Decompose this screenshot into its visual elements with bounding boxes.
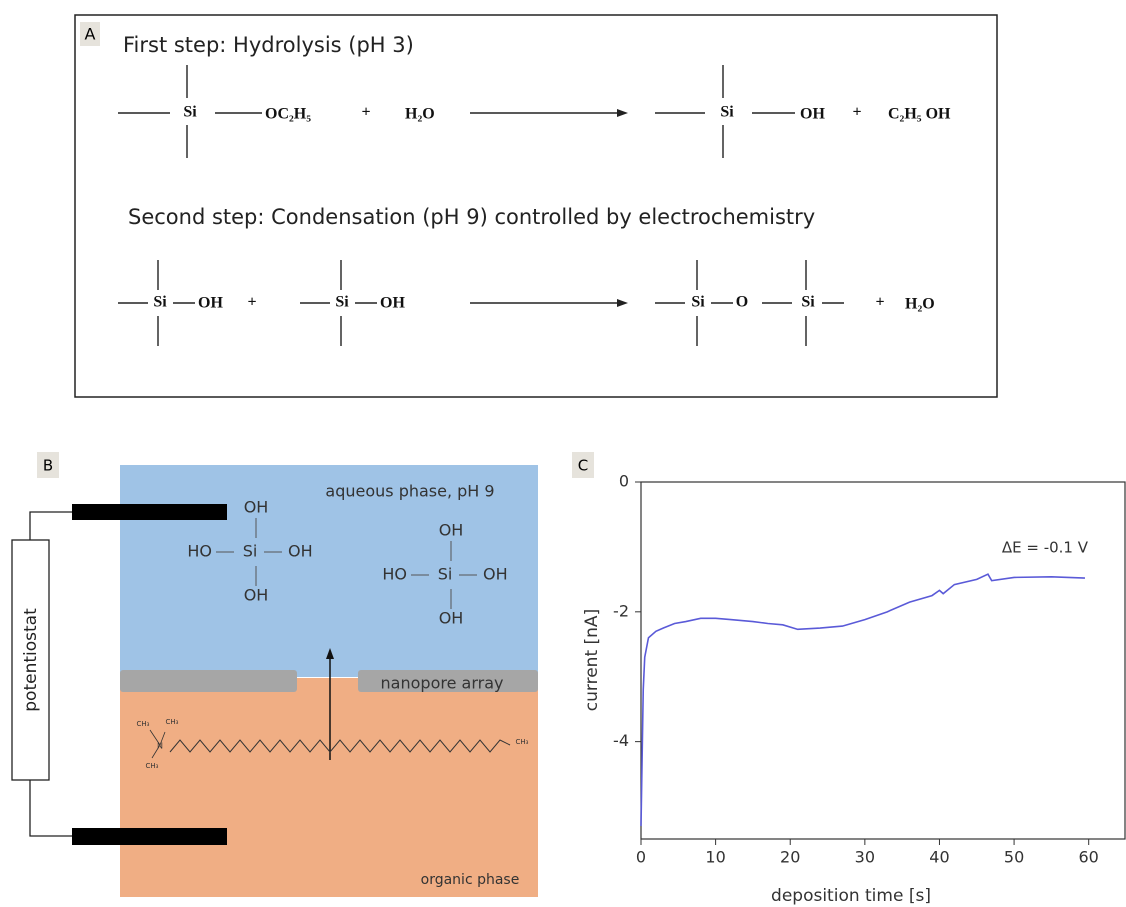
phase-label: organic phase: [421, 872, 520, 888]
label-bg: [37, 452, 59, 478]
arrow-head: [326, 648, 334, 659]
atom-label: N: [157, 742, 163, 751]
y-tick-label: -2: [613, 601, 629, 620]
y-axis-label: current [nA]: [582, 609, 602, 711]
surfactant: N CH₃ CH₃ CH₃ CH₃: [137, 718, 529, 770]
chem-text: C₂H₅ OH: [888, 106, 951, 123]
potentiostat-box: [11, 539, 50, 781]
x-tick-label: 60: [1079, 848, 1099, 867]
atom-label: CH₃: [146, 762, 159, 770]
atom-label: Si: [243, 542, 258, 561]
potentiostat-label: potentiostat: [21, 608, 41, 712]
chem-text: O: [736, 294, 748, 311]
reaction-2: Si OH + Si OH Si O Si + H₂O: [118, 260, 935, 346]
membrane: [120, 670, 297, 692]
aqueous-phase: [120, 465, 538, 677]
plot-frame: [640, 481, 1126, 840]
y-tick-label: -4: [613, 731, 629, 750]
x-tick-label: 0: [636, 848, 646, 867]
electrode: [72, 504, 227, 520]
atom-label: Si: [438, 565, 453, 584]
atom-label: OH: [244, 498, 269, 517]
chart: 0 10 20 30 40 50 60 0 -2 -4 deposition time [s] cur…: [582, 472, 1126, 906]
chem-text: Si: [801, 294, 815, 311]
chem-text: Si: [153, 294, 167, 311]
phase-label: aqueous phase, pH 9: [325, 482, 494, 501]
panel-label: A: [85, 25, 96, 44]
step-title: First step: Hydrolysis (pH 3): [123, 33, 414, 57]
atom-label: CH₃: [166, 718, 179, 726]
atom-label: CH₃: [516, 738, 529, 746]
x-tick-label: 30: [855, 848, 875, 867]
atom-label: CH₃: [137, 720, 150, 728]
molecules: Si OH OH HO OH Si OH OH HO OH: [187, 498, 507, 628]
x-tick-label: 50: [1004, 848, 1024, 867]
chem-text: Si: [720, 104, 734, 121]
chem-text: OH: [380, 295, 405, 312]
chem-text: OH: [800, 106, 825, 123]
x-tick-label: 10: [705, 848, 725, 867]
chem-text: +: [361, 104, 370, 121]
panel-label: B: [43, 457, 53, 475]
electrode: [72, 828, 227, 845]
atom-label: OH: [244, 586, 269, 605]
chem-text: H₂O: [905, 296, 935, 313]
data-line: [640, 573, 1085, 827]
x-tick-label: 20: [780, 848, 800, 867]
membrane-label: nanopore array: [381, 674, 504, 693]
atom-label: OH: [483, 565, 508, 584]
chem-text: Si: [183, 104, 197, 121]
organic-phase: [120, 678, 538, 897]
atom-label: OH: [439, 609, 464, 628]
membrane: [358, 670, 538, 692]
atom-label: HO: [187, 542, 212, 561]
wire: [29, 511, 72, 837]
chem-text: +: [875, 294, 884, 311]
panel-a-frame: [74, 14, 998, 398]
y-tick-label: 0: [619, 472, 629, 491]
chem-text: H₂O: [405, 106, 435, 123]
chem-text: OC₂H₅: [265, 106, 311, 123]
reaction-1: Si OC₂H₅ + H₂O Si OH + C₂H₅ OH: [118, 65, 951, 158]
x-tick-label: 40: [929, 848, 949, 867]
panel-label: C: [578, 457, 588, 475]
annotation: ΔE = -0.1 V: [1002, 539, 1089, 557]
step-title: Second step: Condensation (pH 9) control…: [128, 205, 815, 229]
x-axis-label: deposition time [s]: [771, 886, 931, 906]
atom-label: OH: [439, 521, 464, 540]
chem-text: Si: [335, 294, 349, 311]
chem-text: OH: [198, 295, 223, 312]
chem-text: Si: [691, 294, 705, 311]
atom-label: HO: [382, 565, 407, 584]
atom-label: OH: [288, 542, 313, 561]
chem-text: +: [852, 104, 861, 121]
label-bg: [572, 452, 594, 478]
chem-text: +: [247, 294, 256, 311]
label-bg: [80, 22, 100, 46]
